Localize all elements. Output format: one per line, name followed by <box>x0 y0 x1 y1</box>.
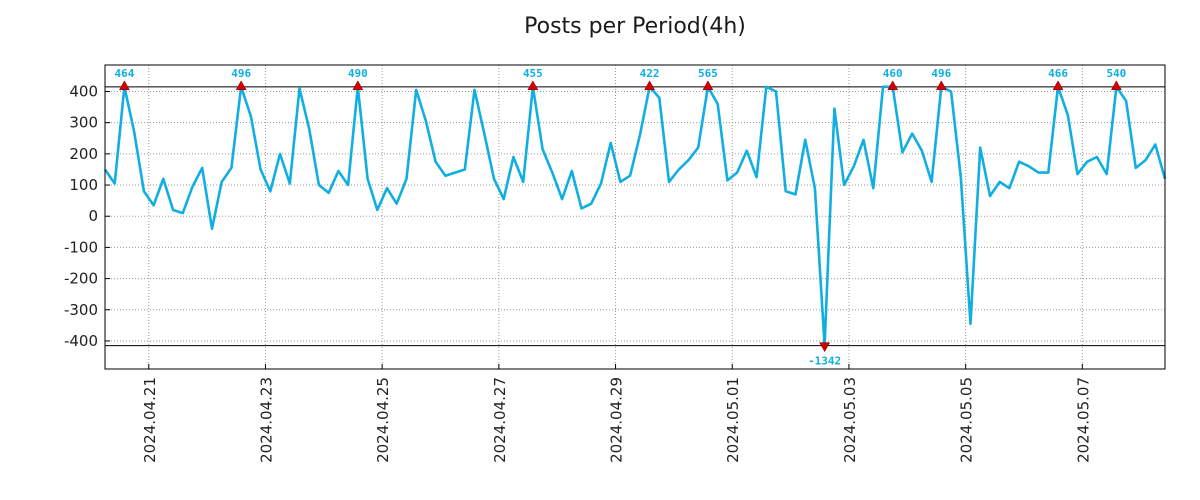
x-tick-label: 2024.04.21 <box>141 377 159 463</box>
x-tick-label: 2024.04.29 <box>608 377 626 463</box>
series-layer <box>103 85 1167 347</box>
x-axis: 2024.04.21 2024.04.23 2024.04.25 2024.04.27… <box>141 364 1092 463</box>
trough-marker <box>819 342 831 353</box>
x-tick-label: 2024.05.05 <box>958 377 976 463</box>
y-tick-label: 200 <box>69 145 98 163</box>
x-tick-label: 2024.04.25 <box>374 377 392 463</box>
x-tick-label: 2024.05.03 <box>841 377 859 463</box>
peak-marker <box>527 80 539 91</box>
y-tick-label: 100 <box>69 176 98 194</box>
peak-label: 464 <box>115 67 135 80</box>
clip-lines <box>105 86 1165 347</box>
x-tick-label: 2024.04.23 <box>257 377 275 463</box>
peak-label: 422 <box>640 67 660 80</box>
peak-label: 565 <box>698 67 718 80</box>
peak-marker <box>887 80 899 91</box>
y-tick-label: 400 <box>69 83 98 101</box>
peak-label: 460 <box>883 67 903 80</box>
peak-label: 540 <box>1106 67 1126 80</box>
y-tick-label: 0 <box>88 207 98 225</box>
y-axis: 400 300 200 100 0 -100 -200 -300 -400 <box>64 83 110 350</box>
peak-label: 455 <box>523 67 543 80</box>
trough-label: -1342 <box>808 355 841 368</box>
y-tick-label: -400 <box>64 332 98 350</box>
peak-marker <box>644 80 656 91</box>
peak-marker <box>119 80 130 91</box>
peak-marker <box>235 80 247 91</box>
peak-marker <box>935 80 947 91</box>
peak-label: 496 <box>931 67 951 80</box>
peak-marker <box>1052 80 1064 91</box>
series-line-posts <box>103 85 1167 347</box>
y-tick-label: -200 <box>64 270 98 288</box>
y-tick-label: -300 <box>64 301 98 319</box>
peak-label: 466 <box>1048 67 1068 80</box>
y-tick-label: -100 <box>64 238 98 256</box>
grid-lines <box>105 65 1165 369</box>
peak-label: 496 <box>231 67 251 80</box>
peak-markers: 464 496 490 455 422 565 -1342 460 496 466 540 <box>115 67 1127 368</box>
plot-frame <box>104 64 1166 370</box>
peak-label: 490 <box>348 67 368 80</box>
peak-marker <box>702 80 714 91</box>
y-tick-label: 300 <box>69 114 98 132</box>
x-tick-label: 2024.05.01 <box>724 377 742 463</box>
peak-marker <box>352 80 364 91</box>
x-tick-label: 2024.05.07 <box>1074 377 1092 463</box>
x-tick-label: 2024.04.27 <box>491 377 509 463</box>
peak-marker <box>1110 80 1122 91</box>
chart-title: Posts per Period(4h) <box>524 14 746 39</box>
